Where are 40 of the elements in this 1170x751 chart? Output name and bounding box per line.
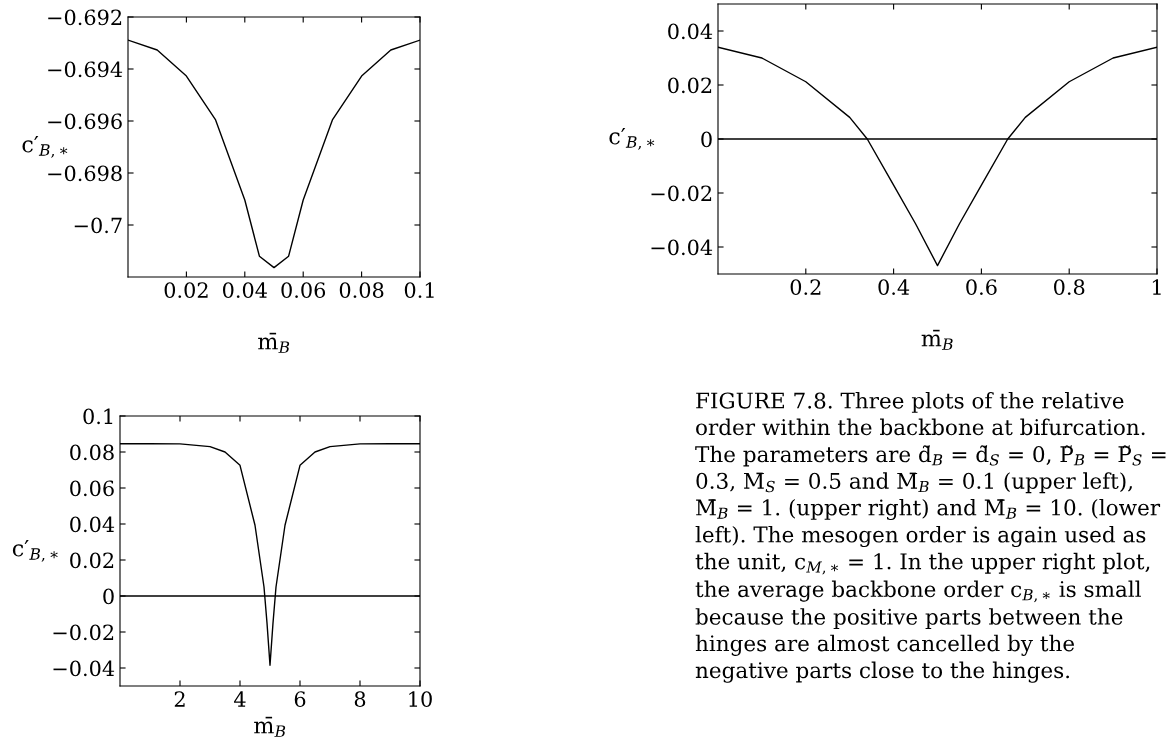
x-tick-label: 0.06 bbox=[281, 282, 326, 298]
x-tick-label: 0.8 bbox=[1054, 279, 1085, 295]
y-tick-label: −0.04 bbox=[53, 660, 115, 677]
y-tick-label: 0.04 bbox=[668, 23, 713, 40]
text: FIGURE 7.8. Three plots of the relative order within the backbone at bifurcation. The parameters are d̃$_{B}$ = d̃$_{S}$ = 0, P̃$_{B}$ = P̃$_{S}$ = 0.3, M̄$_{S}$ = 0.5 and M̄$_{B}$ = 0.1 (upper left), M̄$_{B}$ = 1. (upper right) and M̄$_{B}$ = 10. (lower left). The mesogen order is again used as the unit, c$_{M,∗}$ = 1. In the upper right plot, the average backbone order c$_{B,∗}$ is small because the positive parts between the hinges are almost cancelled by the negative parts close to the hinges. bbox=[695, 392, 1166, 683]
x-tick-label: 1 bbox=[1152, 279, 1161, 295]
y-tick-label: −0.02 bbox=[651, 185, 712, 202]
x-tick-label: 0.1 bbox=[404, 282, 434, 298]
y-axis-title: c′$_{B,∗}$ bbox=[12, 540, 58, 562]
y-tick-label: −0.7 bbox=[74, 217, 122, 234]
y-tick-label: −0.694 bbox=[48, 61, 123, 78]
x-tick-label: 0.2 bbox=[790, 279, 821, 295]
y-tick-label: 0.1 bbox=[83, 408, 113, 425]
y-tick-label: −0.02 bbox=[53, 624, 114, 641]
x-axis-title: m̄$_{B}$ bbox=[921, 329, 953, 350]
x-tick-label: 6 bbox=[294, 691, 306, 707]
x-tick-label: 10 bbox=[409, 691, 432, 707]
x-axis-title: m̄$_{B}$ bbox=[254, 716, 286, 737]
x-tick-label: 2 bbox=[174, 691, 185, 707]
x-tick-label: 4 bbox=[234, 691, 246, 707]
x-tick-label: 0.6 bbox=[966, 279, 997, 295]
y-tick-label: 0 bbox=[103, 588, 114, 605]
y-tick-label: 0.08 bbox=[70, 444, 114, 461]
y-tick-label: −0.696 bbox=[48, 113, 122, 130]
y-axis-title: c′$_{B,∗}$ bbox=[609, 128, 655, 150]
x-tick-label: 8 bbox=[354, 691, 366, 707]
y-tick-label: −0.04 bbox=[651, 239, 713, 256]
y-tick-label: 0.04 bbox=[70, 516, 115, 533]
x-tick-label: 0.4 bbox=[878, 279, 910, 295]
y-tick-label: 0 bbox=[701, 131, 712, 148]
y-tick-label: −0.692 bbox=[48, 9, 122, 26]
y-tick-label: 0.02 bbox=[70, 552, 114, 569]
y-tick-label: 0.06 bbox=[70, 480, 114, 497]
x-tick-label: 0.04 bbox=[222, 282, 267, 298]
x-axis-title: m̄$_{B}$ bbox=[258, 332, 290, 353]
x-tick-label: 0.02 bbox=[164, 282, 208, 298]
x-tick-label: 0.08 bbox=[339, 282, 384, 298]
y-axis-title: c′$_{B,∗}$ bbox=[22, 136, 68, 158]
y-tick-label: −0.698 bbox=[48, 165, 122, 182]
y-tick-label: 0.02 bbox=[668, 77, 712, 94]
